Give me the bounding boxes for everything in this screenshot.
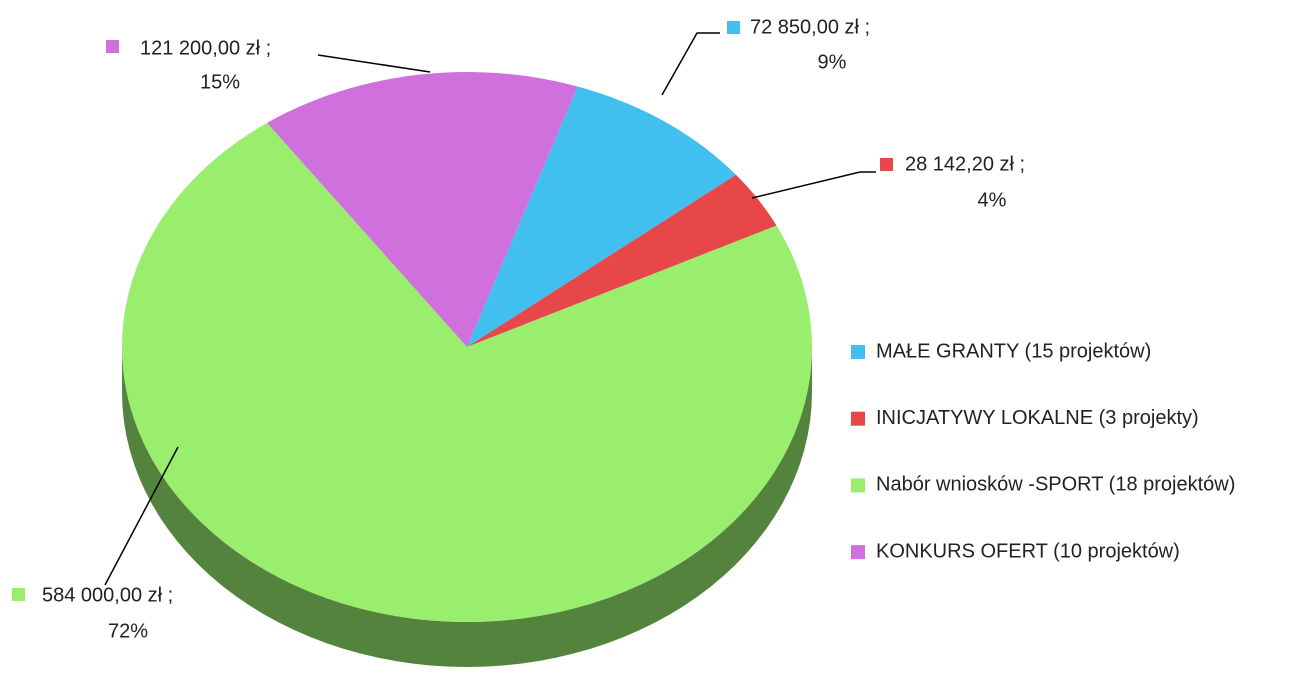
legend: MAŁE GRANTY (15 projektów) INICJATYWY LOK… bbox=[851, 340, 1235, 562]
value-label: 28 142,20 zł ; bbox=[905, 153, 1025, 175]
percent-label: 15% bbox=[200, 71, 240, 93]
pie-slice bbox=[467, 86, 736, 347]
value-label: 72 850,00 zł ; bbox=[750, 16, 870, 38]
leader-line bbox=[104, 446, 179, 586]
value-label: 584 000,00 zł ; bbox=[42, 584, 173, 606]
pie-slice bbox=[267, 72, 578, 347]
data-labels: 72 850,00 zł ; 9% 28 142,20 zł ; 4% 584 … bbox=[12, 16, 1025, 642]
label-key bbox=[727, 21, 740, 34]
legend-key bbox=[851, 345, 865, 359]
legend-label: KONKURS OFERT (10 projektów) bbox=[876, 540, 1180, 562]
label-key bbox=[12, 588, 25, 601]
legend-label: MAŁE GRANTY (15 projektów) bbox=[876, 340, 1151, 362]
pie-slice bbox=[467, 174, 777, 347]
legend-label: Nabór wniosków -SPORT (18 projektów) bbox=[876, 474, 1235, 496]
legend-key bbox=[851, 478, 865, 493]
percent-label: 9% bbox=[818, 51, 847, 73]
percent-label: 72% bbox=[108, 620, 148, 642]
leader-line bbox=[317, 54, 431, 73]
legend-label: INICJATYWY LOKALNE (3 projekty) bbox=[876, 407, 1199, 429]
leader-line bbox=[751, 171, 876, 199]
value-label: 121 200,00 zł ; bbox=[140, 37, 271, 59]
legend-key bbox=[851, 411, 865, 426]
pie-slice bbox=[122, 122, 812, 622]
pie-side bbox=[122, 347, 812, 667]
legend-key bbox=[851, 545, 865, 560]
label-key bbox=[880, 158, 893, 171]
percent-label: 4% bbox=[978, 189, 1007, 211]
leader-line bbox=[661, 32, 720, 96]
label-key bbox=[106, 40, 119, 53]
pie bbox=[122, 72, 812, 667]
